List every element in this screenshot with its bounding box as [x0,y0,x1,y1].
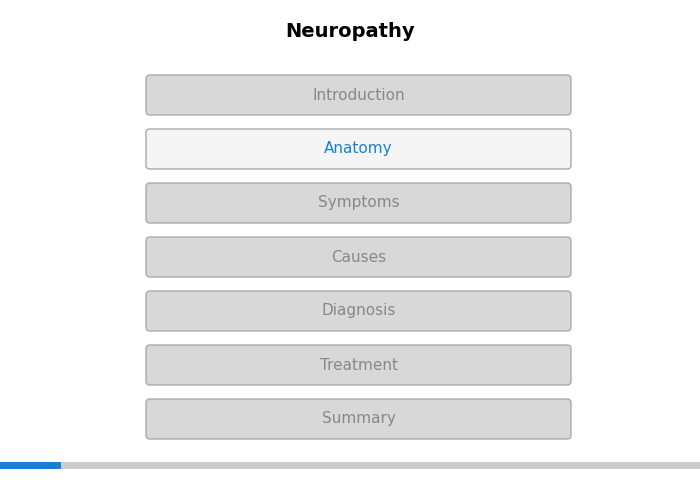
Text: Summary: Summary [321,411,395,427]
FancyBboxPatch shape [146,237,571,277]
Text: Diagnosis: Diagnosis [321,303,395,319]
FancyBboxPatch shape [146,345,571,385]
FancyBboxPatch shape [0,462,61,469]
FancyBboxPatch shape [146,129,571,169]
Text: Treatment: Treatment [319,358,398,372]
Text: Introduction: Introduction [312,87,405,103]
FancyBboxPatch shape [146,183,571,223]
FancyBboxPatch shape [146,75,571,115]
FancyBboxPatch shape [146,291,571,331]
Text: Anatomy: Anatomy [324,142,393,156]
Text: Neuropathy: Neuropathy [285,22,415,41]
FancyBboxPatch shape [146,399,571,439]
FancyBboxPatch shape [0,462,700,469]
Text: Causes: Causes [331,250,386,264]
Text: Symptoms: Symptoms [318,195,399,211]
